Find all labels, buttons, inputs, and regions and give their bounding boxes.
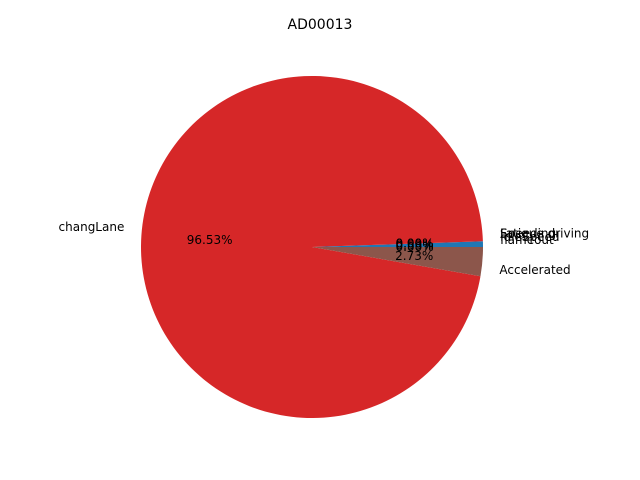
- slice-label-changlane: changLane: [59, 220, 125, 234]
- pie-slice-changlane: [140, 75, 483, 418]
- pie-slice-accelerated: [312, 247, 483, 277]
- slice-percent-accelerated: 2.73%: [395, 249, 433, 263]
- pie-labels: IdleSpeed 0.53% Speeding 0.00% Fatigue drivi…: [59, 220, 590, 277]
- slice-percent-speeding: 0.00%: [395, 237, 433, 251]
- slice-label-accelerated: Accelerated: [499, 263, 570, 277]
- chart-title: AD00013: [288, 17, 353, 33]
- slice-percent-idlespeed: 0.53%: [396, 238, 434, 252]
- slice-label-fatigue-driving: Fatigue driving: [500, 227, 589, 241]
- slice-label-speeding: Speeding: [500, 227, 556, 241]
- slice-percent-fatigue-driving: 0.00%: [395, 237, 433, 251]
- pie-slice-idlespeed: [312, 241, 483, 247]
- slice-percent-flameout: 0.00%: [396, 240, 434, 254]
- slice-label-idlespeed: IdleSpeed: [500, 230, 560, 244]
- slice-percent-changlane: 96.53%: [187, 233, 233, 247]
- slice-label-flameout: flameout: [500, 233, 554, 247]
- pie-slices: [140, 75, 483, 418]
